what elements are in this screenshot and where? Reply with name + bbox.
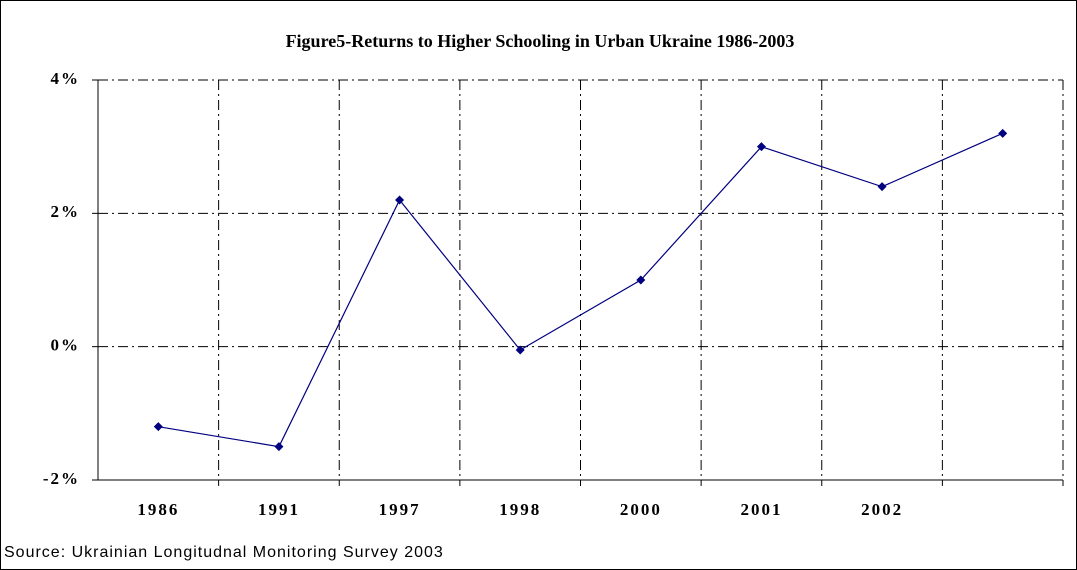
- marker: [877, 182, 887, 192]
- marker: [515, 345, 525, 355]
- chart-title: Figure5-Returns to Higher Schooling in U…: [286, 31, 795, 51]
- y-tick-label: 0%: [51, 336, 81, 355]
- marker: [636, 275, 646, 285]
- x-tick-label: 1986: [137, 500, 179, 519]
- y-tick-label: 4%: [51, 69, 81, 88]
- marker: [756, 142, 766, 152]
- y-tick-label: 2%: [51, 202, 81, 221]
- x-tick-label: 2002: [861, 500, 903, 519]
- y-tick-label: -2%: [43, 469, 80, 488]
- marker: [395, 195, 405, 205]
- x-tick-label: 2000: [620, 500, 662, 519]
- x-tick-label: 1997: [379, 500, 421, 519]
- x-tick-label: 1998: [499, 500, 541, 519]
- x-tick-label: 1991: [258, 500, 300, 519]
- x-tick-label: 2001: [740, 500, 782, 519]
- marker: [153, 422, 163, 432]
- line: [158, 132, 1003, 448]
- source-note: Source: Ukrainian Longitudnal Monitoring…: [4, 544, 444, 561]
- marker: [274, 442, 284, 452]
- marker: [998, 128, 1008, 138]
